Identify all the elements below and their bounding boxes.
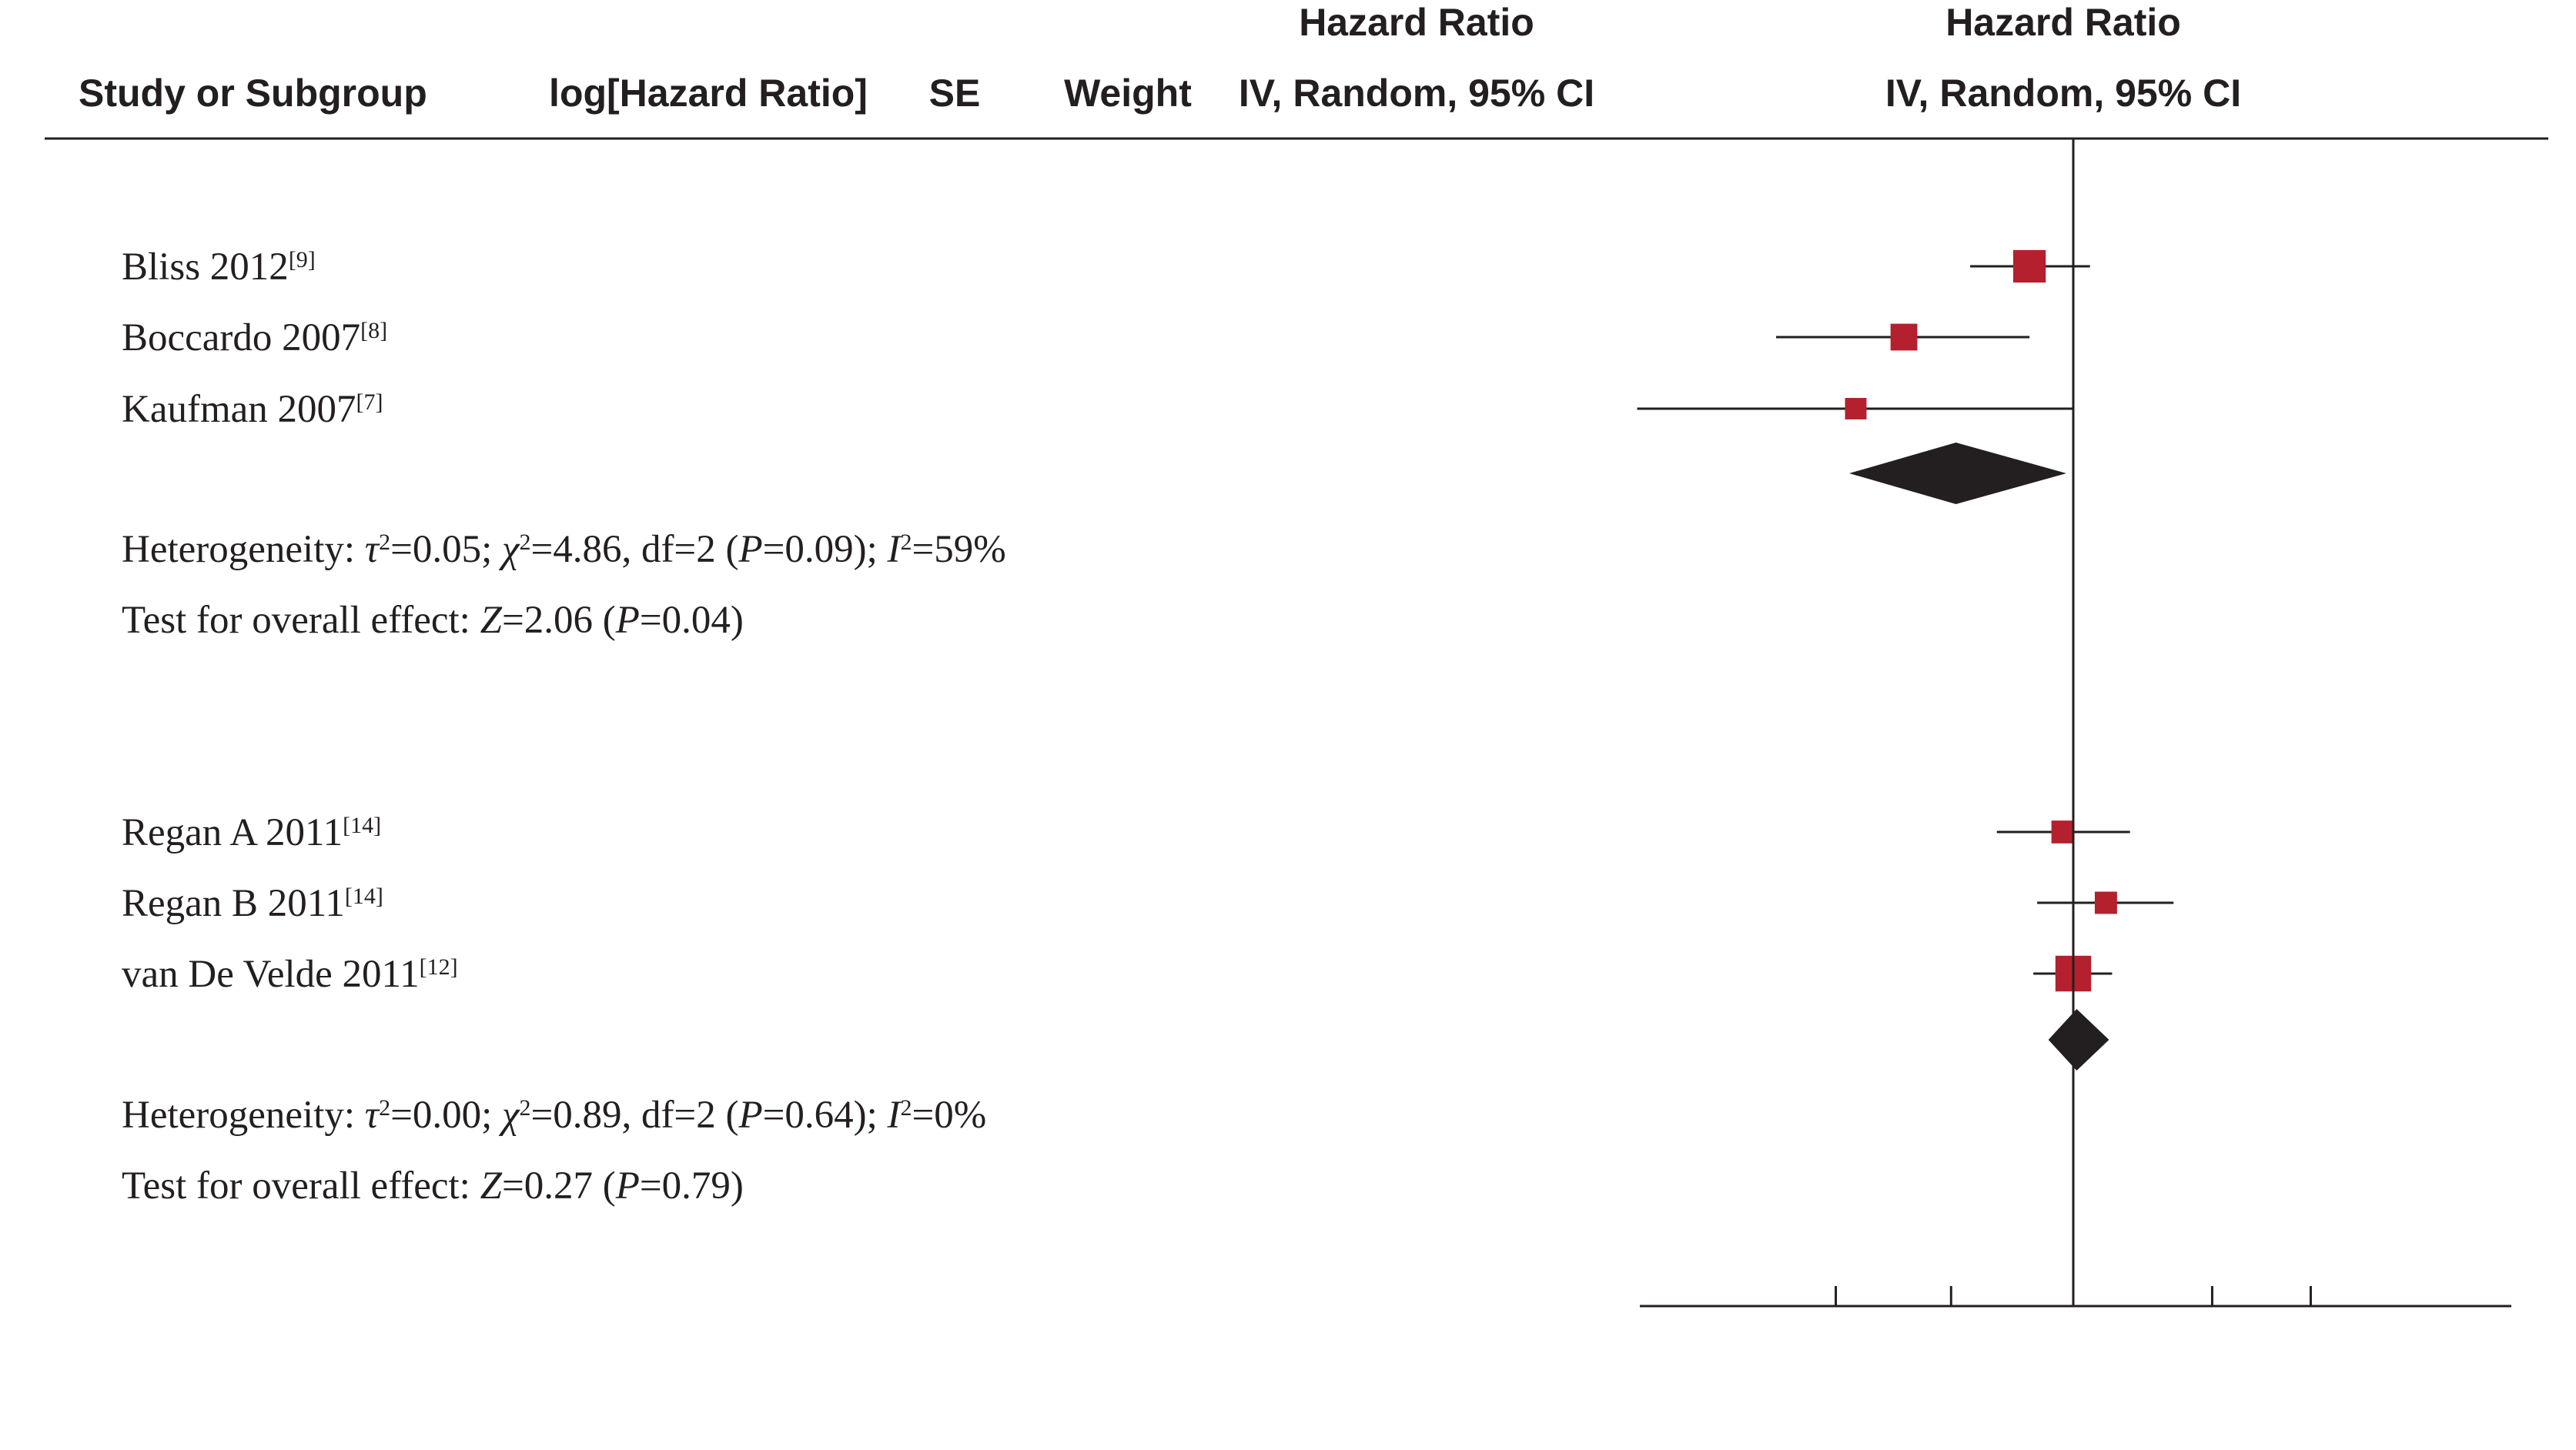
study-hr-square bbox=[1845, 398, 1867, 419]
tau-value: =0.00; bbox=[390, 1094, 502, 1137]
overall-prefix: Test for overall effect: bbox=[122, 599, 480, 642]
study-reference: [14] bbox=[343, 813, 381, 838]
chi-value: =0.89, df=2 ( bbox=[530, 1094, 738, 1137]
p-value: =0.04) bbox=[640, 599, 744, 642]
study-name: Kaufman 2007[7] bbox=[122, 388, 383, 431]
p-value: =0.79) bbox=[640, 1164, 744, 1208]
study-name-text: Regan A 2011 bbox=[122, 811, 343, 854]
study-name-text: van De Velde 2011 bbox=[122, 953, 420, 996]
p-symbol: P bbox=[615, 599, 640, 642]
study-reference: [9] bbox=[289, 247, 316, 272]
i-symbol: I bbox=[887, 528, 902, 571]
chi-exponent: 2 bbox=[519, 1095, 530, 1121]
header-se: SE bbox=[929, 72, 981, 115]
plot-header-method: IV, Random, 95% CI bbox=[1885, 72, 2241, 115]
study-hr-square bbox=[2094, 891, 2117, 914]
study-name-text: Bliss 2012 bbox=[122, 246, 289, 289]
heterogeneity-prefix: Heterogeneity: bbox=[122, 1094, 365, 1137]
p-value: =0.09); bbox=[763, 528, 888, 571]
header-hr-title: Hazard Ratio bbox=[1299, 1, 1534, 44]
study-hr-square bbox=[1890, 323, 1918, 351]
header-hr-method: IV, Random, 95% CI bbox=[1239, 72, 1594, 115]
i-value: =0% bbox=[912, 1094, 987, 1137]
z-value: =2.06 ( bbox=[502, 599, 616, 642]
i-exponent: 2 bbox=[901, 1095, 912, 1121]
p-symbol: P bbox=[738, 528, 762, 571]
header-weight: Weight bbox=[1064, 72, 1192, 115]
study-reference: [8] bbox=[360, 318, 387, 343]
z-value: =0.27 ( bbox=[502, 1164, 616, 1208]
z-symbol: Z bbox=[480, 1164, 503, 1208]
study-reference: [12] bbox=[420, 954, 458, 980]
study-name: Regan A 2011[14] bbox=[122, 811, 381, 854]
heterogeneity-stats: Heterogeneity: τ2=0.05; χ2=4.86, df=2 (P… bbox=[122, 528, 1006, 571]
study-reference: [7] bbox=[356, 389, 383, 415]
study-name: van De Velde 2011[12] bbox=[122, 953, 458, 996]
chi-value: =4.86, df=2 ( bbox=[530, 528, 738, 571]
study-name: Bliss 2012[9] bbox=[122, 246, 316, 289]
chi-exponent: 2 bbox=[519, 530, 530, 555]
plot-header-title: Hazard Ratio bbox=[1945, 1, 2181, 44]
heterogeneity-stats: Heterogeneity: τ2=0.00; χ2=0.89, df=2 (P… bbox=[122, 1094, 986, 1137]
z-symbol: Z bbox=[480, 599, 503, 642]
p-value: =0.64); bbox=[763, 1094, 888, 1137]
overall-effect-test: Test for overall effect: Z=0.27 (P=0.79) bbox=[122, 1164, 744, 1208]
study-name: Boccardo 2007[8] bbox=[122, 316, 387, 359]
header-loghr: log[Hazard Ratio] bbox=[549, 72, 868, 115]
heterogeneity-prefix: Heterogeneity: bbox=[122, 528, 365, 571]
study-hr-square bbox=[2051, 820, 2075, 844]
tau-symbol: τ bbox=[365, 528, 380, 571]
header-study: Study or Subgroup bbox=[79, 72, 427, 115]
p-symbol: P bbox=[738, 1094, 762, 1137]
study-name: Regan B 2011[14] bbox=[122, 882, 383, 925]
study-name-text: Kaufman 2007 bbox=[122, 388, 356, 431]
tau-value: =0.05; bbox=[390, 528, 502, 571]
tau-symbol: τ bbox=[365, 1094, 380, 1137]
chi-symbol: χ bbox=[498, 528, 520, 571]
i-exponent: 2 bbox=[901, 530, 912, 555]
subtotal-diamond bbox=[1849, 443, 2067, 504]
forest-plot-area bbox=[1637, 139, 2511, 1308]
i-symbol: I bbox=[887, 1094, 902, 1137]
study-name-text: Regan B 2011 bbox=[122, 882, 345, 925]
table-header: Study or Subgroup log[Hazard Ratio] SE W… bbox=[79, 1, 2241, 115]
tau-exponent: 2 bbox=[379, 530, 390, 555]
study-hr-square bbox=[2012, 249, 2046, 283]
overall-prefix: Test for overall effect: bbox=[122, 1164, 480, 1208]
study-name-text: Boccardo 2007 bbox=[122, 316, 360, 359]
tau-exponent: 2 bbox=[379, 1095, 390, 1121]
study-table: Bliss 2012[9] Boccardo 2007[8] Kaufman 200… bbox=[122, 246, 1006, 1208]
subtotal-diamond bbox=[2048, 1009, 2109, 1071]
p-symbol: P bbox=[615, 1164, 640, 1208]
study-reference: [14] bbox=[345, 884, 383, 909]
chi-symbol: χ bbox=[498, 1094, 520, 1137]
overall-effect-test: Test for overall effect: Z=2.06 (P=0.04) bbox=[122, 599, 744, 642]
i-value: =59% bbox=[912, 528, 1006, 571]
